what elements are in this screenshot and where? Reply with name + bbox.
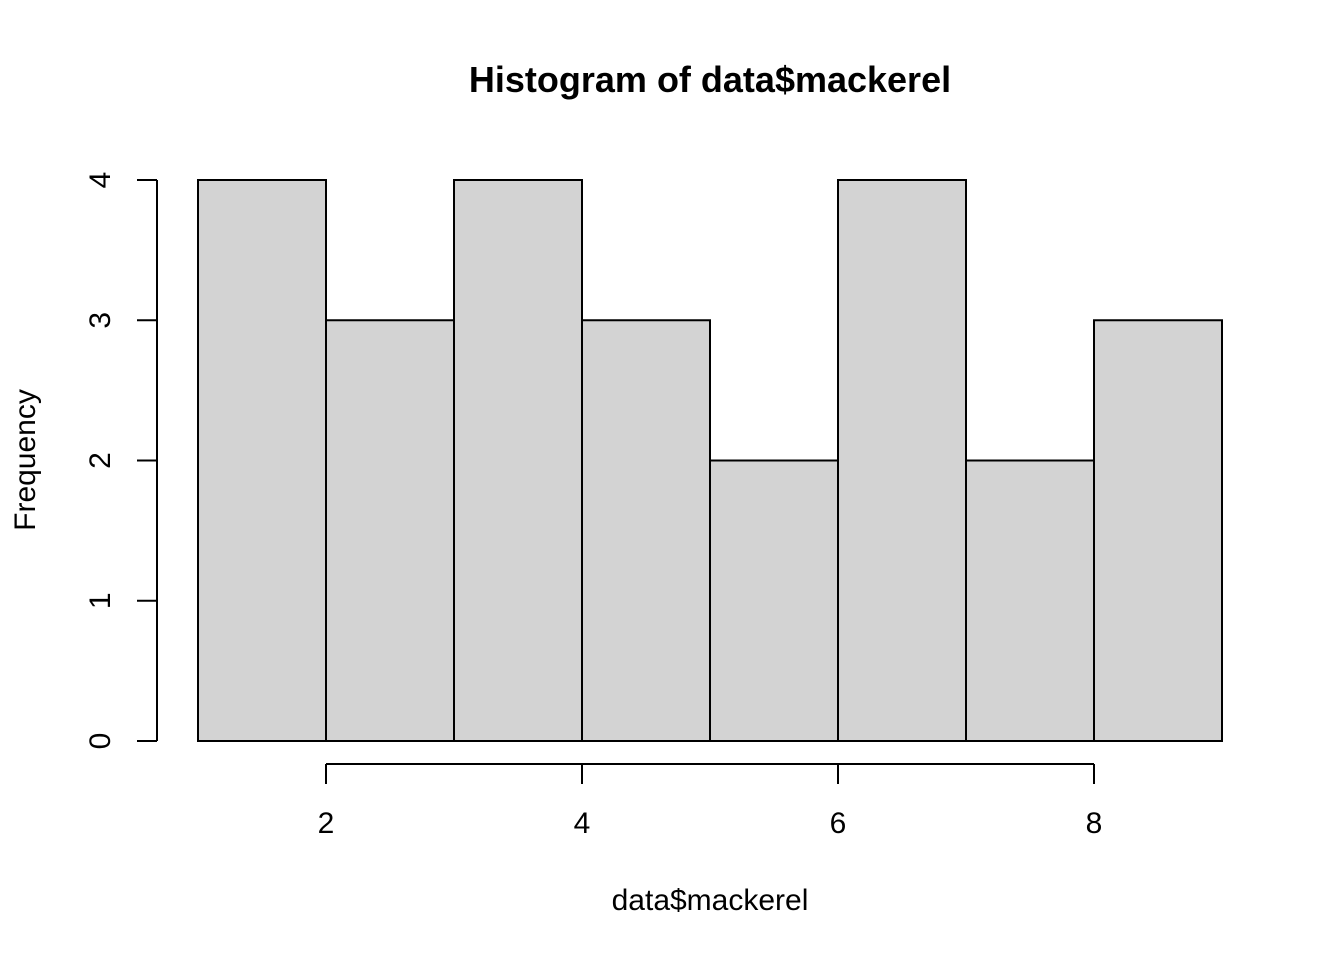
y-tick-label: 0 (84, 733, 117, 750)
x-tick-label: 6 (830, 807, 847, 840)
y-tick-label: 1 (84, 592, 117, 609)
y-axis: 0 1 2 3 4 (84, 172, 158, 750)
histogram-bar-4 (581, 319, 711, 742)
histogram-bar-1 (197, 179, 327, 742)
histogram-bar-7 (965, 459, 1095, 742)
x-tick-label: 2 (318, 807, 335, 840)
chart-title: Histogram of data$mackerel (469, 59, 951, 100)
y-tick-label: 2 (84, 452, 117, 469)
y-axis-label: Frequency (9, 389, 42, 531)
y-tick-label: 3 (84, 312, 117, 329)
x-axis: 2 4 6 8 (318, 763, 1103, 840)
histogram-bar-8 (1093, 319, 1223, 742)
x-tick-label: 8 (1086, 807, 1103, 840)
histogram-bar-6 (837, 179, 967, 742)
histogram-bar-2 (325, 319, 455, 742)
bars-group (197, 179, 1223, 742)
histogram-bar-3 (453, 179, 583, 742)
y-tick-label: 4 (84, 172, 117, 189)
x-tick-label: 4 (574, 807, 591, 840)
x-axis-label: data$mackerel (612, 884, 809, 917)
histogram-bar-5 (709, 459, 839, 742)
